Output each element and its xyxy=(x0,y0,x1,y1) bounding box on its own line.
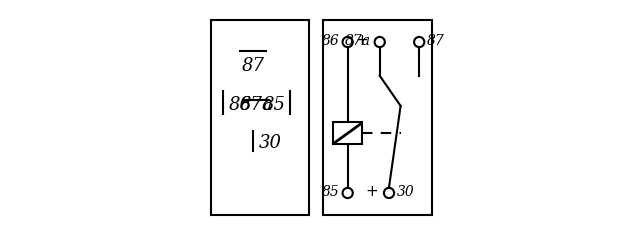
Text: 87: 87 xyxy=(427,34,445,48)
Text: 30: 30 xyxy=(259,134,282,152)
Text: 85: 85 xyxy=(263,96,286,114)
Text: 87a: 87a xyxy=(240,96,274,114)
Bar xyxy=(323,20,432,215)
Text: 30: 30 xyxy=(397,185,415,199)
Bar xyxy=(212,20,309,215)
Text: 86: 86 xyxy=(228,96,251,114)
Bar xyxy=(333,122,362,144)
Text: +: + xyxy=(356,33,369,48)
Text: 87a: 87a xyxy=(344,34,370,48)
Text: 86: 86 xyxy=(322,34,340,48)
Text: 87: 87 xyxy=(242,57,265,75)
Text: +: + xyxy=(366,184,379,199)
Text: 85: 85 xyxy=(322,185,340,199)
